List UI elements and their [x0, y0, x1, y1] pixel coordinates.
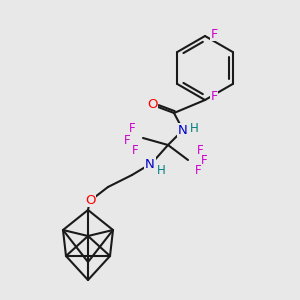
Text: F: F — [197, 143, 203, 157]
Text: F: F — [129, 122, 135, 134]
Text: F: F — [124, 134, 130, 146]
Text: F: F — [210, 89, 218, 103]
Text: O: O — [85, 194, 95, 206]
Text: N: N — [145, 158, 155, 170]
Text: F: F — [210, 28, 218, 40]
Text: F: F — [132, 143, 138, 157]
Text: F: F — [195, 164, 201, 178]
Text: O: O — [147, 98, 157, 110]
Text: H: H — [190, 122, 198, 134]
Text: N: N — [178, 124, 188, 136]
Text: H: H — [157, 164, 165, 178]
Text: F: F — [201, 154, 207, 167]
